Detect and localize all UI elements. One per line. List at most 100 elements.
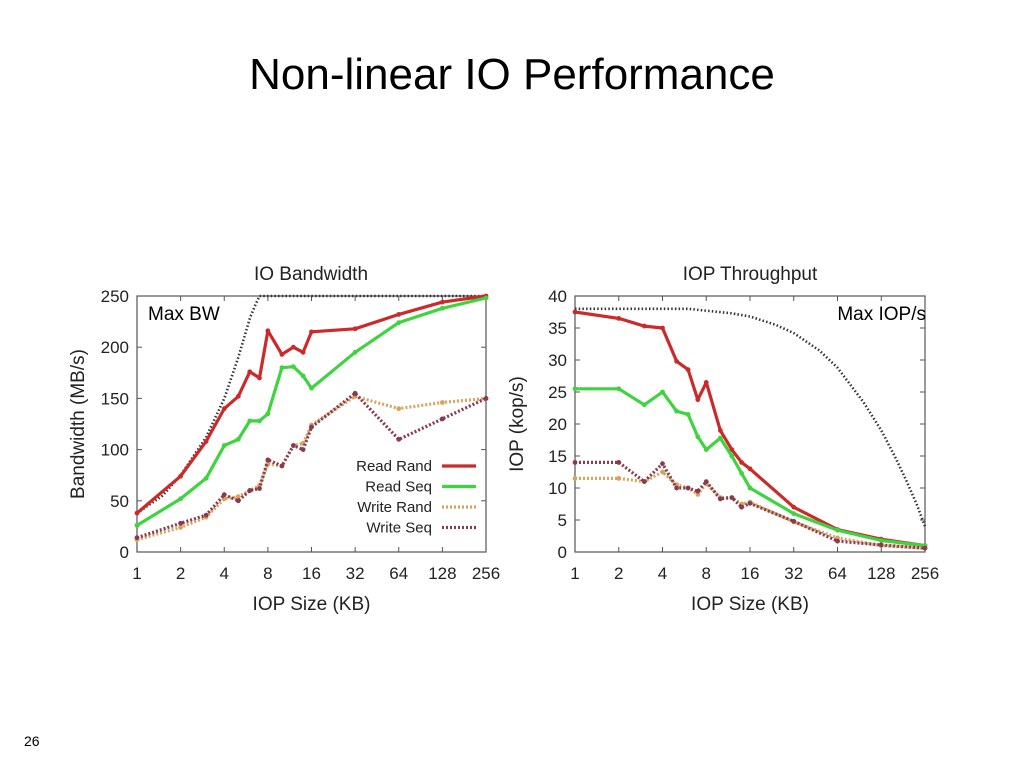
x-tick-label: 8 (263, 564, 272, 583)
x-axis-label: IOP Size (KB) (253, 594, 371, 615)
y-tick-label: 50 (110, 492, 129, 511)
data-point (685, 412, 691, 417)
data-point (674, 408, 679, 414)
data-point (695, 488, 701, 494)
data-point (178, 525, 184, 530)
x-tick-label: 2 (176, 564, 185, 583)
data-point (257, 418, 262, 424)
data-point (739, 470, 744, 476)
data-point (703, 447, 709, 452)
data-point (660, 461, 665, 467)
data-point (660, 389, 665, 395)
y-tick-label: 30 (548, 351, 567, 370)
data-point (203, 512, 209, 518)
data-point (203, 439, 209, 444)
data-point (685, 367, 691, 372)
series-line-read-rand (135, 294, 487, 515)
data-point (300, 447, 306, 452)
data-point (922, 545, 928, 551)
data-point (265, 411, 271, 417)
data-point (674, 485, 679, 491)
data-point (660, 325, 665, 331)
y-axis-label: IOP (kop/s) (507, 376, 528, 472)
data-point (134, 535, 140, 541)
data-point (221, 406, 227, 412)
data-point (396, 406, 402, 412)
data-point (572, 386, 578, 392)
data-point (396, 320, 402, 326)
data-point (747, 500, 753, 506)
series-line-write-rand (136, 394, 487, 542)
y-tick-label: 10 (548, 479, 567, 498)
data-point (641, 479, 647, 484)
data-point (739, 460, 744, 465)
x-tick-label: 64 (389, 564, 408, 583)
legend-label: Read Rand (356, 458, 432, 475)
data-point (178, 520, 184, 526)
data-point (279, 463, 285, 469)
data-point (309, 424, 314, 430)
data-point (290, 364, 296, 370)
data-point (791, 511, 797, 516)
data-point (616, 460, 622, 465)
data-point (134, 522, 140, 528)
x-tick-label: 8 (702, 564, 711, 583)
data-point (279, 351, 285, 357)
legend-label: Write Rand (357, 499, 432, 516)
x-tick-label: 2 (614, 564, 623, 583)
y-tick-label: 25 (548, 383, 567, 402)
x-tick-label: 128 (428, 564, 456, 583)
series-line-write-seq (575, 460, 926, 550)
data-point (878, 538, 884, 543)
data-point (674, 358, 679, 364)
x-tick-label: 32 (784, 564, 803, 583)
x-tick-label: 32 (346, 564, 365, 583)
chart-title: IOP Throughput (683, 264, 818, 285)
data-point (729, 447, 735, 452)
data-point (739, 504, 744, 510)
data-point (729, 453, 735, 459)
data-point (352, 326, 358, 332)
x-tick-label: 4 (658, 564, 667, 583)
data-point (747, 466, 753, 472)
data-point (695, 397, 701, 403)
data-point (265, 457, 271, 463)
data-point (616, 476, 622, 481)
data-point (257, 375, 262, 381)
y-tick-label: 150 (101, 389, 129, 408)
series-line-read-seq (575, 387, 926, 548)
data-point (439, 416, 445, 422)
x-tick-label: 64 (828, 564, 847, 583)
data-point (791, 504, 797, 510)
y-axis-label: Bandwidth (MB/s) (68, 349, 89, 499)
slide-number: 26 (24, 733, 40, 749)
y-tick-label: 100 (101, 441, 129, 460)
data-point (703, 380, 709, 385)
data-point (878, 542, 884, 548)
data-point (835, 538, 840, 544)
y-tick-label: 0 (558, 543, 567, 562)
data-point (791, 518, 797, 524)
legend-label: Read Seq (365, 479, 432, 496)
data-point (717, 496, 723, 502)
data-point (572, 309, 578, 315)
data-point (247, 488, 253, 493)
max-annotation: Max BW (148, 304, 220, 325)
chart-1: IO Bandwidth 0 50 100 150 200 250 1 2 4 8 16 32 64 128… (68, 264, 500, 615)
data-point (290, 443, 296, 448)
x-tick-label: 4 (220, 564, 229, 583)
data-point (396, 312, 402, 317)
data-point (439, 299, 445, 305)
y-tick-label: 5 (558, 511, 567, 530)
data-point (221, 492, 227, 498)
data-point (300, 349, 306, 355)
max-annotation: Max IOP/s (837, 304, 926, 325)
data-point (729, 495, 735, 500)
x-tick-label: 128 (867, 564, 895, 583)
data-point (235, 498, 241, 504)
data-point (439, 305, 445, 311)
x-tick-label: 1 (570, 564, 579, 583)
series-line-read-rand (574, 310, 926, 548)
data-point (835, 527, 840, 533)
data-point (616, 386, 622, 392)
